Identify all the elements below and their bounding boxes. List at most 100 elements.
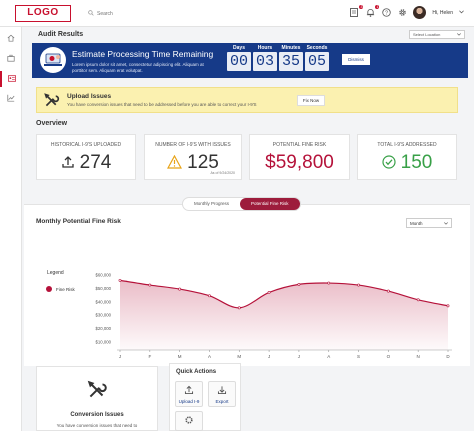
countdown-label: Days [233, 45, 245, 51]
stat-label: Potential Fine Risk [272, 142, 327, 148]
x-tick-label: O [387, 354, 391, 359]
stat-label: Total I-9's Addressed [377, 142, 437, 148]
quick-action-more[interactable] [175, 411, 203, 431]
processing-time-banner: Estimate Processing Time Remaining Lorem… [32, 43, 468, 78]
countdown-value: 03 [253, 52, 277, 71]
x-tick-label: S [357, 354, 360, 359]
data-point[interactable] [267, 291, 271, 294]
countdown-seconds: Seconds 05 [305, 45, 329, 71]
stat-value: $59,800 [265, 152, 334, 173]
stat-card-issues: Number of I-9's with Issues 125 As of 9/… [144, 134, 242, 180]
bell-icon[interactable]: 1 [365, 4, 380, 18]
quick-action-upload[interactable]: Upload I-9 [175, 381, 203, 407]
data-point[interactable] [148, 283, 152, 287]
upload-icon [61, 155, 75, 171]
logo: LOGO [15, 5, 71, 22]
alerts-badge: 1 [375, 4, 380, 9]
data-point[interactable] [327, 281, 331, 285]
avatar[interactable] [413, 6, 427, 19]
x-tick-label: M [237, 354, 241, 359]
period-select[interactable]: Month [406, 218, 452, 228]
data-point[interactable] [178, 287, 182, 291]
y-tick-label: $10,000 [95, 340, 111, 345]
gear-icon[interactable] [397, 8, 407, 18]
home-icon [7, 34, 15, 44]
search-input[interactable] [97, 11, 177, 17]
data-point[interactable] [118, 278, 122, 282]
quick-actions-card: Quick Actions Upload I-9 Export [169, 363, 241, 431]
chart-line-icon [7, 94, 15, 104]
chevron-down-icon[interactable] [459, 9, 464, 16]
data-point[interactable] [446, 304, 450, 308]
overview-title: Overview [36, 120, 68, 127]
sidebar-item-home[interactable] [0, 31, 22, 47]
dismiss-button[interactable]: Dismiss [342, 54, 370, 65]
x-tick-label: A [327, 354, 330, 359]
countdown-days: Days 00 [227, 45, 251, 71]
y-tick-label: $50,000 [95, 286, 111, 291]
series-area-fine-risk [120, 280, 448, 350]
legend-swatch [46, 286, 52, 292]
stat-label: Historical I-9's Uploaded [50, 142, 122, 148]
stat-value: 274 [79, 152, 112, 173]
countdown-label: Seconds [306, 45, 328, 51]
stat-label: Number of I-9's with Issues [155, 142, 231, 148]
countdown-minutes: Minutes 35 [279, 45, 303, 71]
gear-icon [184, 415, 194, 427]
search-box[interactable] [88, 10, 177, 18]
legend-entry: Fine Risk [56, 287, 76, 292]
tab-potential-fine-risk[interactable]: Potential Fine Risk [240, 198, 300, 210]
banner-text: Lorem ipsum dolor sit amet, consectetur … [72, 62, 204, 73]
help-icon[interactable]: ? [381, 8, 391, 18]
data-point[interactable] [416, 298, 420, 302]
upload-icon [184, 385, 194, 397]
warning-icon [167, 154, 183, 171]
sidebar-item-briefcase[interactable] [0, 51, 22, 67]
period-select-value: Month [410, 220, 423, 226]
x-tick-label: A [208, 354, 211, 359]
id-card-icon [8, 74, 16, 84]
countdown-hours: Hours 03 [253, 45, 277, 71]
fix-now-button[interactable]: Fix Now [297, 95, 325, 106]
check-circle-icon [382, 155, 396, 171]
user-name[interactable]: Hi, Helen [432, 9, 453, 16]
chart-tabs: Monthly Progress Potential Fine Risk [182, 197, 301, 211]
main-content: Audit Results Select Location Estimate P… [24, 27, 470, 431]
notifications-icon[interactable]: 3 [349, 4, 364, 18]
stat-value: 150 [400, 152, 433, 173]
countdown-label: Minutes [281, 45, 301, 51]
data-point[interactable] [208, 294, 211, 298]
search-icon [88, 10, 94, 18]
location-select[interactable]: Select Location [409, 30, 465, 39]
svg-text:?: ? [385, 10, 388, 16]
y-tick-label: $40,000 [95, 299, 111, 304]
fine-risk-chart: Legend Fine Risk $10,000 $20,000 $30,000 $4… [46, 270, 452, 359]
conversion-issues-text: You have conversion issues that need to [56, 423, 138, 428]
sidebar-item-reports[interactable] [0, 91, 22, 107]
conversion-issues-title: Conversion Issues [70, 412, 124, 418]
quick-action-export[interactable]: Export [208, 381, 236, 407]
tools-icon [84, 377, 110, 403]
chevron-down-icon [457, 32, 461, 37]
series-line-fine-risk [119, 279, 449, 309]
page-title: Audit Results [38, 31, 84, 38]
download-icon [217, 385, 227, 397]
conversion-issues-card: Conversion Issues You have conversion is… [36, 366, 158, 431]
top-bar: LOGO 3 1 ? Hi, Helen [0, 0, 474, 27]
chevron-down-icon [444, 221, 448, 226]
quick-action-label: Export [215, 398, 229, 404]
countdown-value: 05 [305, 52, 329, 71]
y-tick-label: $20,000 [95, 326, 111, 331]
tab-monthly-progress[interactable]: Monthly Progress [194, 201, 230, 206]
processing-illustration-icon [40, 47, 66, 73]
data-point[interactable] [297, 282, 301, 286]
sidebar-item-audit[interactable] [0, 71, 22, 87]
stat-card-addressed: Total I-9's Addressed 150 [357, 134, 457, 180]
y-tick-label: $60,000 [95, 273, 111, 278]
data-point[interactable] [386, 289, 390, 293]
notifications-badge: 3 [359, 4, 364, 9]
data-point[interactable] [237, 306, 241, 310]
data-point[interactable] [357, 283, 360, 287]
quick-actions-title: Quick Actions [176, 369, 217, 375]
countdown-value: 00 [227, 52, 251, 71]
